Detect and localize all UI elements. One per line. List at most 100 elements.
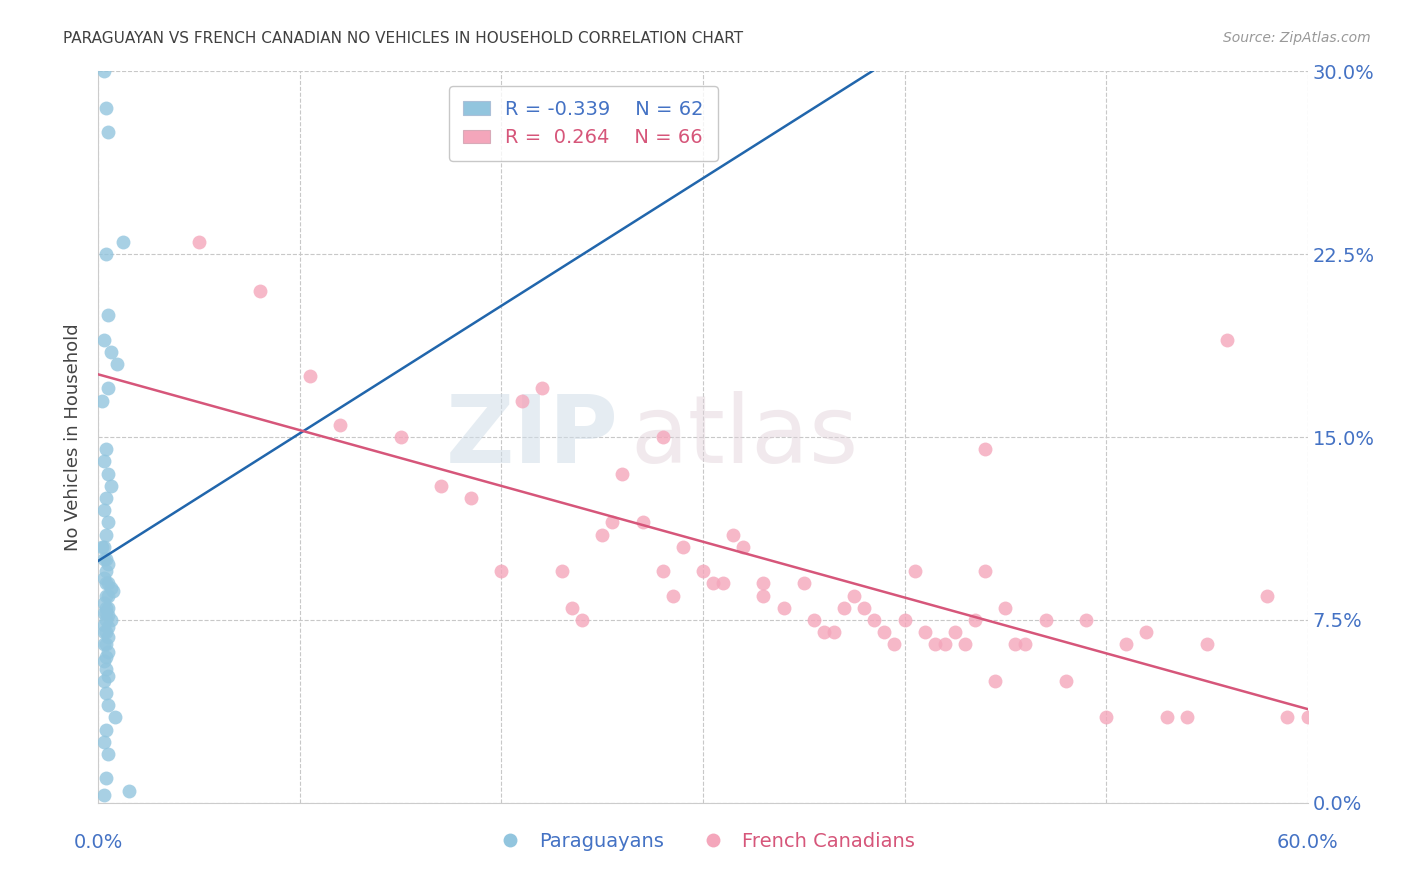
Point xyxy=(97,698,120,713)
Point xyxy=(772,600,794,615)
Point xyxy=(1175,710,1198,724)
Point xyxy=(692,564,714,578)
Point xyxy=(96,600,118,615)
Point xyxy=(93,789,115,803)
Point xyxy=(93,617,115,632)
Point xyxy=(1277,710,1299,724)
Point xyxy=(813,625,835,640)
Point xyxy=(551,564,574,578)
Point xyxy=(974,564,997,578)
Point xyxy=(1095,710,1118,724)
Point xyxy=(249,284,271,298)
Point xyxy=(96,686,118,700)
Point xyxy=(100,479,122,493)
Point xyxy=(96,101,118,115)
Point xyxy=(97,645,120,659)
Point xyxy=(96,442,118,457)
Point xyxy=(97,589,120,603)
Point xyxy=(1216,333,1239,347)
Point xyxy=(752,576,775,591)
Point xyxy=(571,613,593,627)
Point xyxy=(97,381,120,395)
Point xyxy=(97,747,120,761)
Point xyxy=(100,344,122,359)
Point xyxy=(631,516,654,530)
Point xyxy=(994,600,1017,615)
Point xyxy=(389,430,412,444)
Point xyxy=(651,430,673,444)
Point xyxy=(793,576,815,591)
Point xyxy=(832,600,855,615)
Point xyxy=(100,581,122,595)
Point xyxy=(924,637,946,651)
Point xyxy=(91,393,114,408)
Point xyxy=(965,613,987,627)
Point xyxy=(118,783,141,797)
Point xyxy=(1014,637,1036,651)
Point xyxy=(93,673,115,688)
Point xyxy=(93,735,115,749)
Point xyxy=(651,564,673,578)
Point xyxy=(91,540,114,554)
Point xyxy=(96,723,118,737)
Point xyxy=(853,600,876,615)
Point xyxy=(96,625,118,640)
Point xyxy=(96,637,118,651)
Point xyxy=(97,516,120,530)
Point xyxy=(1004,637,1026,651)
Point xyxy=(1074,613,1097,627)
Point xyxy=(984,673,1007,688)
Point xyxy=(1135,625,1157,640)
Point xyxy=(97,125,120,139)
Point xyxy=(103,710,125,724)
Point xyxy=(914,625,936,640)
Text: PARAGUAYAN VS FRENCH CANADIAN NO VEHICLES IN HOUSEHOLD CORRELATION CHART: PARAGUAYAN VS FRENCH CANADIAN NO VEHICLE… xyxy=(63,31,744,46)
Point xyxy=(873,625,896,640)
Point xyxy=(733,540,755,554)
Point xyxy=(711,576,734,591)
Point xyxy=(299,369,322,384)
Point xyxy=(93,454,115,468)
Point xyxy=(803,613,825,627)
Point xyxy=(96,772,118,786)
Point xyxy=(96,552,118,566)
Point xyxy=(943,625,966,640)
Point xyxy=(510,393,533,408)
Point xyxy=(661,589,683,603)
Point xyxy=(97,308,120,322)
Point xyxy=(702,576,724,591)
Point xyxy=(96,564,118,578)
Point xyxy=(723,527,745,541)
Text: 60.0%: 60.0% xyxy=(1277,833,1339,853)
Point xyxy=(893,613,915,627)
Point xyxy=(93,503,115,517)
Point xyxy=(460,491,482,505)
Point xyxy=(97,630,120,644)
Point xyxy=(329,417,352,432)
Point xyxy=(752,589,775,603)
Point xyxy=(96,613,118,627)
Point xyxy=(96,576,118,591)
Legend: Paraguayans, French Canadians: Paraguayans, French Canadians xyxy=(484,824,922,859)
Point xyxy=(97,608,120,623)
Point xyxy=(591,527,613,541)
Y-axis label: No Vehicles in Household: No Vehicles in Household xyxy=(65,323,83,551)
Point xyxy=(96,606,118,620)
Point xyxy=(1035,613,1057,627)
Text: 0.0%: 0.0% xyxy=(73,833,124,853)
Point xyxy=(1156,710,1178,724)
Point xyxy=(96,649,118,664)
Point xyxy=(97,467,120,481)
Point xyxy=(96,527,118,541)
Point xyxy=(93,64,115,78)
Point xyxy=(863,613,886,627)
Point xyxy=(934,637,956,651)
Point xyxy=(97,600,120,615)
Point xyxy=(561,600,583,615)
Point xyxy=(974,442,997,457)
Point xyxy=(602,516,624,530)
Point xyxy=(1256,589,1278,603)
Point xyxy=(96,662,118,676)
Point xyxy=(844,589,866,603)
Point xyxy=(97,669,120,683)
